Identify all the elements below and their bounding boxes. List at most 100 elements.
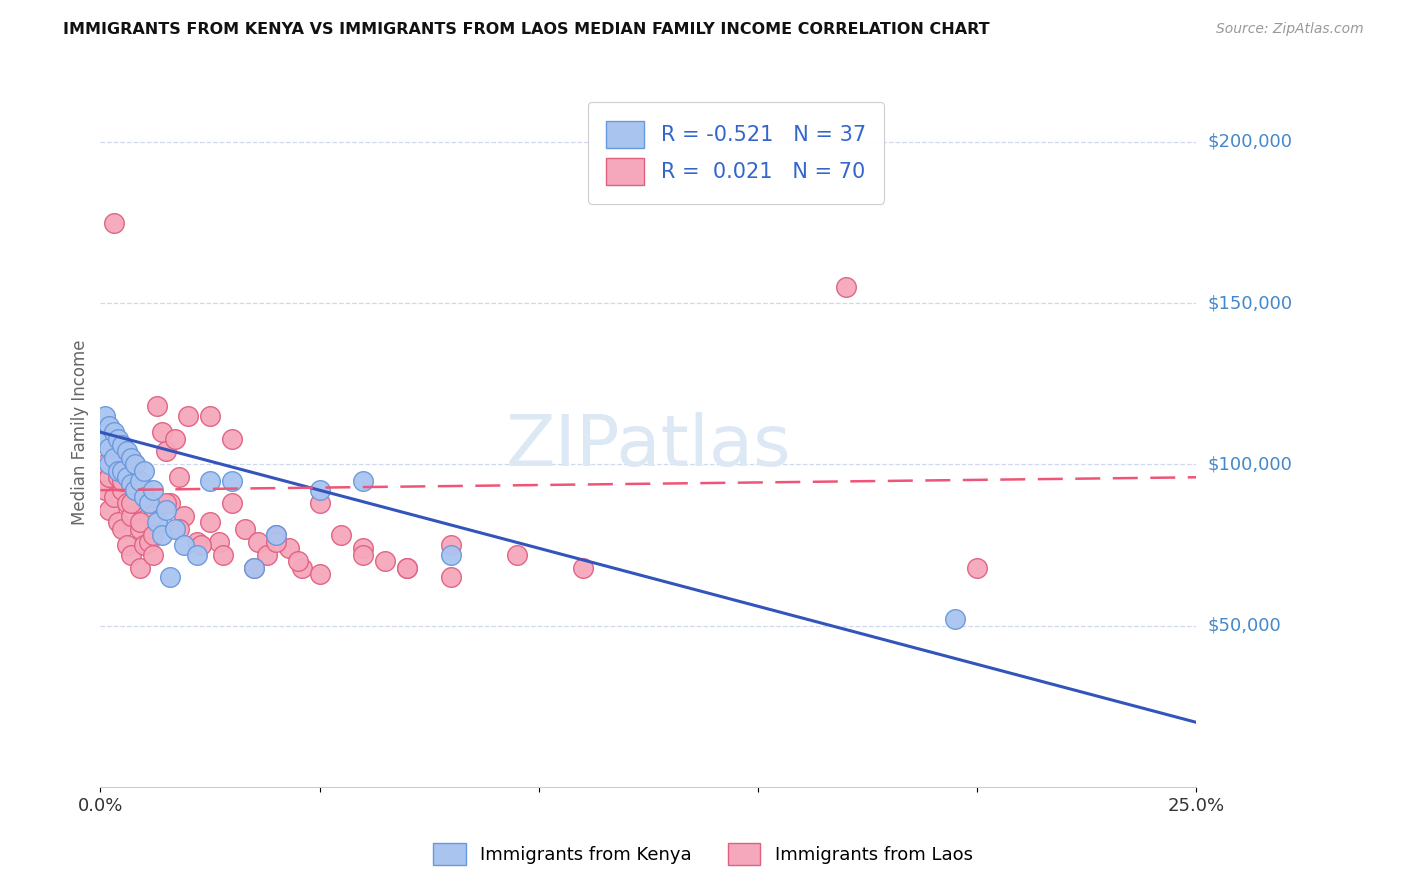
Point [291, 560, 314, 574]
Point [111, 438, 134, 452]
Point [138, 496, 160, 510]
Point [186, 548, 208, 562]
Point [107, 464, 129, 478]
Point [834, 280, 856, 294]
Point [103, 215, 125, 229]
Point [308, 483, 330, 498]
Point [93, 432, 115, 446]
Point [138, 534, 160, 549]
Text: IMMIGRANTS FROM KENYA VS IMMIGRANTS FROM LAOS MEDIAN FAMILY INCOME CORRELATION C: IMMIGRANTS FROM KENYA VS IMMIGRANTS FROM… [63, 22, 990, 37]
Point [243, 560, 266, 574]
Point [142, 483, 165, 498]
Point [966, 560, 988, 574]
Point [163, 432, 186, 446]
Point [134, 464, 156, 478]
Point [107, 432, 129, 446]
Point [186, 534, 208, 549]
Point [198, 409, 221, 423]
Point [440, 570, 463, 584]
Point [352, 541, 374, 556]
Text: $50,000: $50,000 [1208, 616, 1281, 634]
Point [98, 470, 121, 484]
Point [396, 560, 419, 574]
Legend: R = -0.521   N = 37, R =  0.021   N = 70: R = -0.521 N = 37, R = 0.021 N = 70 [588, 102, 884, 203]
Point [264, 528, 287, 542]
Point [256, 548, 278, 562]
Y-axis label: Median Family Income: Median Family Income [72, 339, 89, 524]
Point [208, 534, 231, 549]
Point [190, 538, 212, 552]
Point [571, 560, 593, 574]
Point [352, 474, 374, 488]
Point [146, 400, 169, 414]
Point [221, 496, 243, 510]
Point [243, 560, 266, 574]
Point [103, 450, 125, 465]
Point [247, 534, 270, 549]
Text: Source: ZipAtlas.com: Source: ZipAtlas.com [1216, 22, 1364, 37]
Point [98, 442, 121, 456]
Point [128, 474, 150, 488]
Point [146, 516, 169, 530]
Point [120, 476, 142, 491]
Point [440, 538, 463, 552]
Point [128, 522, 150, 536]
Point [115, 444, 138, 458]
Text: $100,000: $100,000 [1208, 456, 1292, 474]
Point [120, 496, 142, 510]
Point [107, 516, 129, 530]
Point [142, 548, 165, 562]
Text: $150,000: $150,000 [1208, 294, 1292, 312]
Point [111, 474, 134, 488]
Point [93, 409, 115, 423]
Text: ZIPatlas: ZIPatlas [506, 412, 792, 481]
Point [167, 522, 190, 536]
Point [115, 538, 138, 552]
Point [264, 534, 287, 549]
Point [124, 496, 146, 510]
Point [221, 432, 243, 446]
Point [93, 458, 115, 472]
Point [124, 458, 146, 472]
Point [506, 548, 529, 562]
Point [287, 554, 309, 568]
Point [138, 496, 160, 510]
Point [98, 418, 121, 433]
Point [155, 502, 177, 516]
Point [277, 541, 299, 556]
Point [93, 483, 115, 498]
Point [124, 483, 146, 498]
Point [111, 464, 134, 478]
Point [173, 508, 195, 523]
Point [352, 548, 374, 562]
Point [115, 496, 138, 510]
Legend: Immigrants from Kenya, Immigrants from Laos: Immigrants from Kenya, Immigrants from L… [425, 834, 981, 874]
Point [128, 560, 150, 574]
Point [374, 554, 396, 568]
Point [155, 496, 177, 510]
Point [155, 444, 177, 458]
Point [198, 474, 221, 488]
Point [308, 567, 330, 582]
Point [103, 490, 125, 504]
Point [111, 483, 134, 498]
Point [163, 522, 186, 536]
Point [124, 458, 146, 472]
Point [115, 470, 138, 484]
Point [150, 528, 173, 542]
Point [134, 483, 156, 498]
Point [396, 560, 419, 574]
Text: $200,000: $200,000 [1208, 133, 1292, 151]
Point [233, 522, 256, 536]
Point [150, 425, 173, 439]
Point [264, 528, 287, 542]
Point [159, 496, 181, 510]
Point [159, 570, 181, 584]
Point [440, 548, 463, 562]
Point [107, 470, 129, 484]
Point [177, 409, 200, 423]
Point [167, 470, 190, 484]
Point [98, 502, 121, 516]
Point [142, 528, 165, 542]
Point [120, 548, 142, 562]
